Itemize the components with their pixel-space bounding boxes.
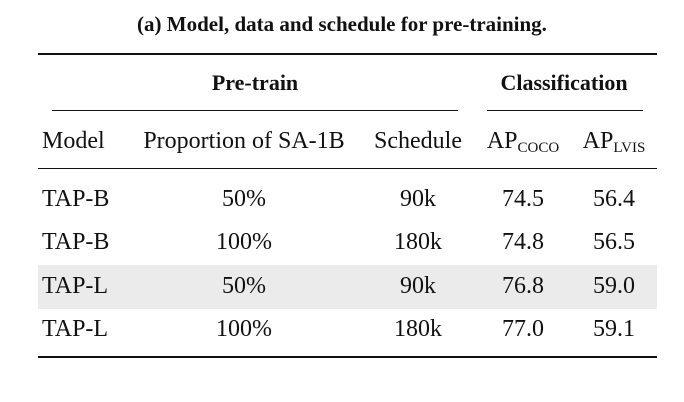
top-rule [38, 53, 657, 55]
row-4-ap-coco: 77.0 [502, 316, 544, 342]
header-ap-lvis-sub: LVIS [613, 140, 646, 156]
row-1-ap-coco: 74.5 [502, 186, 544, 212]
group-header-pretrain: Pre-train [211, 70, 299, 95]
row-3-proportion: 50% [222, 273, 266, 299]
row-3-ap-coco: 76.8 [502, 273, 544, 299]
row-2-model: TAP-B [42, 229, 110, 255]
row-2-proportion: 100% [216, 229, 272, 255]
row-3-schedule: 90k [400, 273, 436, 299]
highlight-row-background [38, 265, 657, 309]
row-1-schedule: 90k [400, 186, 436, 212]
row-3-model: TAP-L [42, 273, 109, 299]
row-1-model: TAP-B [42, 186, 110, 212]
row-4-proportion: 100% [216, 316, 272, 342]
row-1-ap-lvis: 56.4 [593, 186, 635, 212]
row-2-ap-coco: 74.8 [502, 229, 544, 255]
bottom-rule [38, 356, 657, 358]
row-2-schedule: 180k [394, 229, 442, 255]
header-model: Model [42, 128, 105, 154]
header-ap-lvis-main: AP [582, 128, 614, 154]
header-proportion: Proportion of SA-1B [143, 128, 345, 154]
row-4-ap-lvis: 59.1 [593, 316, 635, 342]
row-1-proportion: 50% [222, 186, 266, 212]
header-schedule: Schedule [374, 128, 462, 154]
group-header-classification: Classification [500, 70, 628, 95]
row-3-ap-lvis: 59.0 [593, 273, 635, 299]
row-2-ap-lvis: 56.5 [593, 229, 635, 255]
header-ap-coco-main: AP [486, 128, 518, 154]
row-4-schedule: 180k [394, 316, 442, 342]
table-caption: (a) Model, data and schedule for pre-tra… [137, 12, 547, 36]
header-ap-coco-sub: COCO [517, 140, 560, 156]
header-ap-lvis: APLVIS [574, 128, 654, 156]
pretrain-group-rule [52, 110, 458, 111]
header-rule [38, 168, 657, 169]
header-ap-coco: APCOCO [474, 128, 572, 156]
classification-group-rule [487, 110, 643, 111]
row-4-model: TAP-L [42, 316, 109, 342]
